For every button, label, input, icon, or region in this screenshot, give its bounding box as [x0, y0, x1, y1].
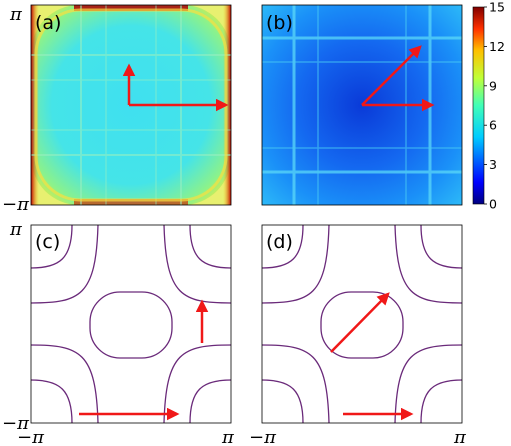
panel-c-label: (c): [35, 231, 60, 253]
axis-right-pi-d: π: [453, 427, 467, 446]
axis-top-pi-a: π: [9, 4, 23, 25]
axis-left-neg-pi-c: −π: [17, 427, 45, 446]
axis-right-pi-c: π: [221, 427, 235, 446]
colorbar: 15 12 9 6 3 0: [472, 0, 505, 212]
colorbar-tick-label: 6: [489, 118, 497, 133]
panel-d-label: (d): [266, 231, 293, 253]
axis-bottom-neg-pi-c: −π: [2, 413, 30, 434]
panel-b: (b): [261, 4, 463, 206]
axis-top-pi-c: π: [9, 219, 23, 240]
panel-b-label: (b): [266, 12, 293, 34]
panel-c: (c): [30, 224, 232, 424]
colorbar-tick-label: 0: [489, 197, 497, 212]
panel-d: (d): [261, 224, 463, 424]
panel-b-arrow-diagonal: [361, 45, 422, 106]
axis-bottom-neg-pi-a: −π: [2, 194, 30, 215]
colorbar-ticks: 15 12 9 6 3 0: [484, 0, 505, 212]
panel-c-contours: [31, 225, 231, 423]
colorbar-tick-label: 12: [489, 39, 505, 54]
colorbar-tick-label: 3: [489, 157, 497, 172]
colorbar-tick-label: 15: [489, 0, 505, 15]
colorbar-tick-label: 9: [489, 78, 497, 93]
panel-d-contours: [262, 225, 462, 423]
panel-a: (a): [30, 4, 232, 206]
panel-a-label: (a): [35, 12, 61, 34]
axis-left-neg-pi-d: −π: [249, 427, 277, 446]
panel-d-arrow-diagonal: [330, 292, 390, 353]
